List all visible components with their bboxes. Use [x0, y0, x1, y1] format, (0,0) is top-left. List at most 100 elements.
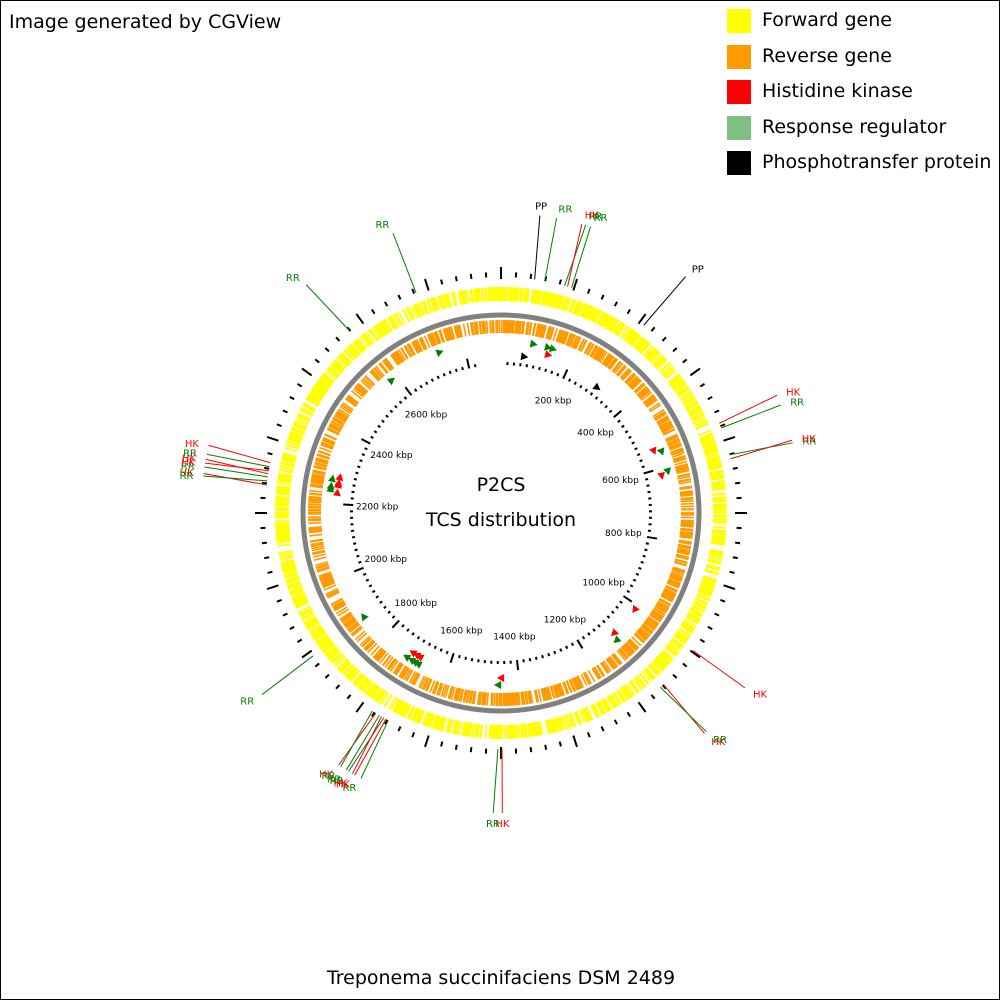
kbp-scale-ring	[343, 358, 658, 671]
reverse-gene-bar	[620, 646, 631, 658]
forward-gene-bar	[592, 309, 601, 323]
forward-gene-bar	[600, 699, 609, 713]
scale-tick	[387, 610, 391, 614]
reverse-gene-bar	[566, 333, 573, 346]
reverse-gene-bar	[509, 320, 512, 334]
outer-tick	[424, 735, 430, 748]
rr-callout-label: RR	[183, 448, 197, 459]
reverse-gene-bar	[659, 422, 673, 430]
reverse-gene-bar	[329, 422, 343, 430]
forward-gene-bar	[673, 381, 686, 391]
reverse-gene-bar	[357, 382, 369, 393]
outer-tick	[735, 541, 741, 545]
reverse-gene-bar	[447, 685, 453, 699]
outer-tick	[720, 423, 726, 428]
scale-tick	[599, 400, 604, 405]
reverse-gene-bar	[336, 410, 349, 420]
forward-gene-bar	[461, 290, 466, 305]
rr-marker	[613, 635, 622, 644]
outer-tick	[707, 625, 713, 630]
reverse-gene-bar	[395, 663, 404, 676]
forward-gene-bar	[536, 290, 541, 305]
scale-tick	[531, 365, 535, 369]
outer-tick	[613, 301, 618, 307]
reverse-gene-bar	[527, 690, 531, 704]
outer-tick	[707, 396, 713, 401]
scale-label: 800 kbp	[605, 529, 642, 539]
reverse-gene-bar	[653, 411, 666, 420]
forward-gene-bar	[542, 291, 547, 306]
hk-marker	[332, 488, 341, 497]
rr-marker	[435, 349, 444, 358]
forward-gene-bar	[427, 298, 434, 313]
forward-gene-bar	[647, 350, 659, 362]
reverse-gene-bar	[360, 379, 371, 390]
forward-gene-bar	[685, 402, 700, 411]
outer-tick	[296, 638, 303, 643]
outer-tick	[346, 326, 352, 332]
forward-gene-bar	[347, 668, 358, 680]
scale-tick	[644, 477, 649, 481]
forward-gene-bar	[279, 465, 294, 470]
scale-tick	[547, 652, 551, 657]
forward-gene-bar	[305, 397, 319, 407]
reverse-gene-bar	[384, 656, 394, 668]
forward-gene-bar	[682, 396, 696, 406]
reverse-gene-bar	[675, 467, 689, 472]
reverse-gene-bar	[526, 321, 530, 336]
forward-gene-bar	[481, 287, 485, 302]
scale-tick	[406, 628, 410, 632]
outer-tick	[529, 747, 533, 753]
reverse-gene-bar	[669, 574, 683, 581]
forward-gene-bar	[375, 324, 385, 337]
reverse-gene-bar	[367, 642, 378, 654]
forward-gene-bar	[565, 297, 572, 312]
reverse-gene-bar	[665, 584, 678, 592]
forward-gene-bar	[642, 344, 654, 357]
forward-gene-bar	[694, 598, 708, 606]
outer-tick	[586, 732, 591, 738]
forward-gene-bar	[275, 529, 290, 533]
reverse-gene-bar	[649, 612, 662, 622]
scale-tick	[343, 503, 354, 506]
forward-gene-bar	[275, 503, 290, 506]
pp-callout-line	[643, 276, 687, 326]
reverse-gene-bar	[679, 532, 693, 536]
reverse-gene-bar	[678, 478, 692, 483]
forward-gene-bar	[457, 290, 462, 305]
forward-gene-bar	[626, 683, 636, 696]
forward-gene-bar	[590, 308, 599, 322]
reverse-gene-bar	[671, 568, 685, 575]
forward-gene-bar	[699, 433, 714, 441]
forward-gene-bar	[452, 719, 457, 735]
forward-gene-bar	[559, 716, 566, 731]
forward-gene-bar	[558, 716, 564, 731]
forward-gene-bar	[702, 577, 717, 584]
forward-gene-bar	[339, 661, 351, 673]
hk-callout-line	[352, 716, 382, 774]
reverse-gene-bar	[309, 533, 323, 537]
scale-tick	[589, 392, 594, 396]
reverse-gene-bar	[410, 671, 418, 685]
reverse-gene-bar	[475, 321, 480, 335]
outer-tick	[572, 278, 578, 291]
hk-marker	[413, 652, 422, 660]
reverse-gene-bar	[626, 374, 637, 385]
outer-tick	[714, 409, 720, 414]
reverse-gene-bar	[486, 692, 489, 706]
rr-callout-label: RR	[594, 213, 608, 224]
reverse-gene-bar	[450, 686, 456, 700]
forward-gene-bar	[446, 718, 452, 733]
forward-gene-bar	[526, 288, 530, 303]
reverse-gene-bar	[546, 686, 551, 700]
forward-gene-bar	[664, 646, 677, 657]
forward-gene-bar	[694, 597, 709, 605]
reverse-gene-bar	[640, 625, 652, 635]
forward-gene-bar	[285, 576, 300, 583]
reverse-gene-bar	[308, 521, 322, 525]
forward-gene-bar	[702, 443, 717, 450]
reverse-gene-bar	[408, 343, 416, 356]
outer-tick	[572, 735, 578, 748]
reverse-gene-bar	[671, 452, 685, 458]
reverse-gene-bar	[555, 329, 562, 342]
